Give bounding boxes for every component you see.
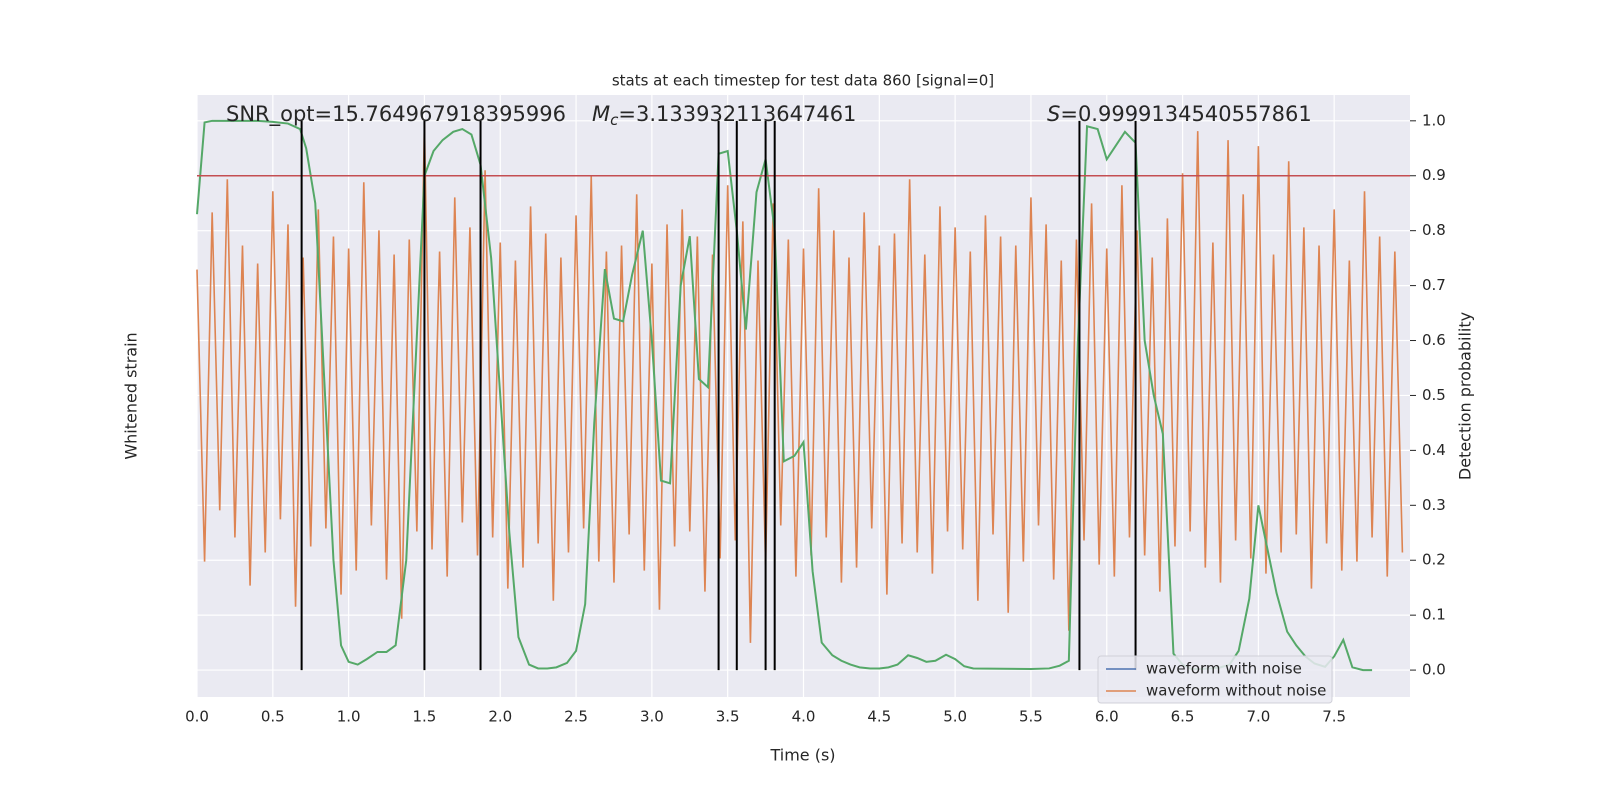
x-tick-label: 1.5 bbox=[413, 708, 437, 726]
chart-title: stats at each timestep for test data 860… bbox=[612, 72, 994, 90]
annotation-text: =3.133932113647461 bbox=[618, 102, 856, 126]
y2-tick-label: 0.4 bbox=[1422, 441, 1446, 459]
annotation-text: SNR_opt=15.764967918395996 bbox=[226, 102, 566, 127]
annotation: S=0.9999134540557861 bbox=[1047, 102, 1312, 126]
annotation-symbol: S bbox=[1047, 102, 1060, 126]
y2-tick-label: 0.9 bbox=[1422, 166, 1446, 184]
x-tick-label: 5.5 bbox=[1019, 708, 1043, 726]
y-axis-label: Whitened strain bbox=[122, 332, 141, 459]
x-tick-label: 7.0 bbox=[1246, 708, 1270, 726]
legend-label: waveform without noise bbox=[1146, 682, 1326, 700]
x-tick-label: 6.0 bbox=[1095, 708, 1119, 726]
x-tick-label: 3.0 bbox=[640, 708, 664, 726]
x-tick-label: 1.0 bbox=[337, 708, 361, 726]
x-tick-label: 2.0 bbox=[488, 708, 512, 726]
x-tick-label: 7.5 bbox=[1322, 708, 1346, 726]
x-tick-label: 0.0 bbox=[185, 708, 209, 726]
x-tick-label: 4.0 bbox=[792, 708, 816, 726]
annotation: Mc=3.133932113647461 bbox=[592, 102, 856, 129]
y2-tick-label: 0.8 bbox=[1422, 221, 1446, 239]
y2-axis-label: Detection probability bbox=[1456, 312, 1475, 480]
y2-tick-label: 0.7 bbox=[1422, 276, 1446, 294]
series-line bbox=[196, 125, 1404, 643]
legend: waveform with noise waveform without nois… bbox=[1097, 655, 1333, 704]
annotation-subscript: c bbox=[610, 111, 619, 129]
x-tick-label: 2.5 bbox=[564, 708, 588, 726]
y2-tick-label: 0.1 bbox=[1422, 606, 1446, 624]
legend-label: waveform with noise bbox=[1146, 660, 1302, 678]
y2-tick-label: 0.2 bbox=[1422, 551, 1446, 569]
annotation-symbol: M bbox=[592, 102, 610, 126]
annotations: SNR_opt=15.764967918395996 Mc=3.133932113… bbox=[226, 102, 1312, 129]
y2-tick-label: 0.6 bbox=[1422, 331, 1446, 349]
x-tick-label: 6.5 bbox=[1171, 708, 1195, 726]
y2-tick-label: 0.3 bbox=[1422, 496, 1446, 514]
x-tick-label: 0.5 bbox=[261, 708, 285, 726]
y2-tick-label: 0.5 bbox=[1422, 386, 1446, 404]
x-tick-label: 4.5 bbox=[867, 708, 891, 726]
annotation: SNR_opt=15.764967918395996 bbox=[226, 102, 566, 127]
x-axis-label: Time (s) bbox=[769, 746, 835, 765]
y2-tick-label: 0.0 bbox=[1422, 661, 1446, 679]
plot-content bbox=[196, 119, 1410, 672]
annotation-text: =0.9999134540557861 bbox=[1060, 102, 1311, 126]
x-tick-label: 3.5 bbox=[716, 708, 740, 726]
x-tick-label: 5.0 bbox=[943, 708, 967, 726]
y2-tick-label: 1.0 bbox=[1422, 111, 1446, 129]
legend-box bbox=[1097, 655, 1333, 704]
